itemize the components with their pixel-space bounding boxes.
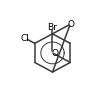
Text: Br: Br — [48, 23, 57, 32]
Text: Cl: Cl — [20, 34, 29, 43]
Text: O: O — [51, 49, 58, 58]
Text: O: O — [68, 20, 75, 29]
